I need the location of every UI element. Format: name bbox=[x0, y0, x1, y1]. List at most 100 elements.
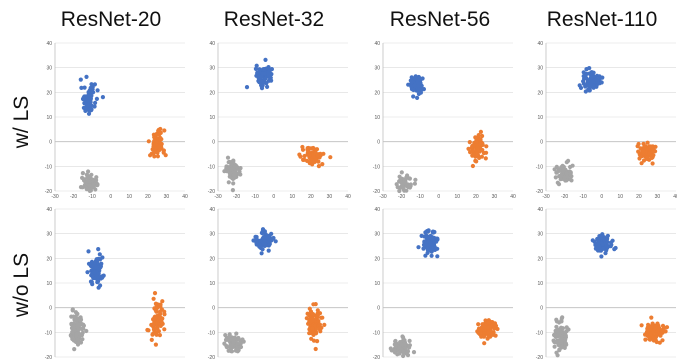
point-gray bbox=[226, 180, 231, 185]
point-gray bbox=[413, 177, 418, 182]
y-tick-label: 40 bbox=[374, 41, 380, 47]
point-blue bbox=[254, 240, 259, 245]
point-gray bbox=[71, 338, 76, 343]
point-orange bbox=[478, 137, 483, 142]
y-tick-label: 30 bbox=[209, 232, 215, 238]
point-gray bbox=[88, 183, 93, 188]
point-gray bbox=[408, 183, 413, 189]
point-blue bbox=[92, 104, 97, 109]
point-gray bbox=[70, 307, 75, 312]
point-blue bbox=[416, 245, 421, 250]
y-tick-label: -20 bbox=[373, 189, 380, 195]
y-tick-label: 30 bbox=[46, 232, 52, 238]
point-gray bbox=[397, 345, 402, 350]
point-gray bbox=[88, 188, 93, 193]
y-tick-label: 0 bbox=[377, 306, 380, 312]
point-blue bbox=[257, 242, 262, 247]
point-blue bbox=[597, 74, 602, 79]
point-orange bbox=[155, 154, 160, 159]
point-gray bbox=[238, 344, 244, 350]
point-gray bbox=[71, 324, 76, 329]
point-blue bbox=[425, 247, 430, 252]
point-orange bbox=[158, 130, 163, 135]
point-orange bbox=[304, 316, 309, 321]
point-gray bbox=[228, 337, 234, 342]
x-tick-label: -30 bbox=[379, 194, 386, 200]
point-orange bbox=[660, 329, 665, 334]
column-title-0: ResNet-20 bbox=[60, 8, 162, 31]
point-orange bbox=[484, 144, 489, 149]
point-blue bbox=[421, 246, 426, 251]
point-orange bbox=[476, 133, 481, 138]
point-orange bbox=[310, 312, 316, 317]
y-tick-label: 10 bbox=[209, 115, 215, 121]
point-blue bbox=[259, 79, 264, 84]
point-gray bbox=[393, 338, 398, 344]
point-orange bbox=[481, 150, 486, 156]
point-blue bbox=[599, 254, 604, 259]
point-blue bbox=[412, 83, 417, 88]
point-gray bbox=[84, 328, 89, 334]
point-gray bbox=[402, 338, 407, 343]
y-tick-label: 0 bbox=[49, 140, 52, 146]
x-tick-label: -20 bbox=[561, 194, 568, 200]
point-gray bbox=[564, 171, 569, 176]
x-tick-label: -10 bbox=[252, 194, 259, 200]
point-gray bbox=[95, 182, 100, 187]
point-blue bbox=[419, 233, 424, 238]
point-gray bbox=[411, 350, 417, 355]
point-blue bbox=[417, 87, 422, 93]
point-orange bbox=[483, 156, 488, 161]
point-orange bbox=[151, 132, 156, 137]
point-blue bbox=[266, 239, 272, 244]
point-orange bbox=[474, 159, 479, 164]
point-blue bbox=[409, 75, 414, 80]
point-orange bbox=[653, 338, 658, 343]
y-tick-label: -20 bbox=[536, 189, 543, 195]
point-orange bbox=[307, 331, 312, 336]
point-orange bbox=[317, 322, 322, 327]
point-gray bbox=[556, 182, 562, 187]
panel-4: -20 -10 0 10 20 30 40 bbox=[45, 207, 185, 360]
point-gray bbox=[81, 323, 86, 328]
point-blue bbox=[87, 88, 92, 93]
point-gray bbox=[75, 337, 80, 342]
y-tick-label: 10 bbox=[537, 281, 543, 287]
point-gray bbox=[232, 175, 237, 180]
point-orange bbox=[307, 319, 312, 324]
point-orange bbox=[651, 153, 656, 158]
column-title-1: ResNet-32 bbox=[223, 8, 325, 31]
point-orange bbox=[635, 144, 640, 149]
point-orange bbox=[475, 152, 480, 157]
y-tick-label: 0 bbox=[212, 140, 215, 146]
point-blue bbox=[425, 250, 430, 255]
point-gray bbox=[76, 323, 81, 329]
point-gray bbox=[554, 350, 559, 355]
point-blue bbox=[260, 71, 265, 76]
point-orange bbox=[318, 151, 323, 156]
point-orange bbox=[315, 339, 320, 344]
point-orange bbox=[655, 329, 660, 334]
point-gray bbox=[557, 347, 562, 352]
point-gray bbox=[225, 155, 231, 160]
point-blue bbox=[100, 274, 105, 279]
point-orange bbox=[316, 312, 321, 317]
point-orange bbox=[480, 133, 485, 139]
point-gray bbox=[397, 188, 402, 194]
point-gray bbox=[568, 171, 573, 176]
x-tick-label: -20 bbox=[398, 194, 405, 200]
y-tick-label: -20 bbox=[45, 355, 52, 360]
y-tick-label: 40 bbox=[46, 41, 52, 47]
point-blue bbox=[253, 66, 258, 71]
point-orange bbox=[481, 334, 486, 339]
y-tick-label: 20 bbox=[209, 90, 215, 96]
point-blue bbox=[89, 279, 94, 285]
point-gray bbox=[229, 343, 234, 348]
point-orange bbox=[310, 317, 316, 323]
point-blue bbox=[605, 240, 610, 245]
point-blue bbox=[590, 75, 595, 80]
y-tick-label: 40 bbox=[209, 41, 215, 47]
point-blue bbox=[254, 63, 259, 68]
point-gray bbox=[230, 166, 235, 171]
x-tick-label: -30 bbox=[214, 194, 221, 200]
